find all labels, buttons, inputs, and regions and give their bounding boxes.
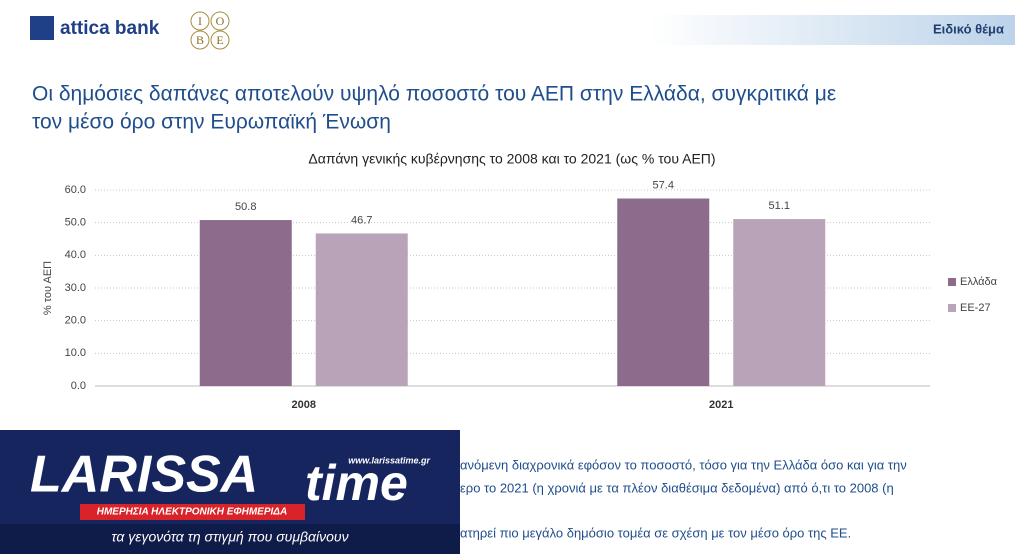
logo-letter: Ι [198,14,202,28]
chart-title: Δαπάνη γενικής κυβέρνησης το 2008 και το… [308,151,715,167]
y-axis-label: % του ΑΕΠ [42,261,54,315]
overlay-name: LARISSA [30,446,258,504]
body-text: ανόμενη διαχρονικά εφόσον το ποσοστό, τό… [460,457,907,472]
body-text: ερο το 2021 (η χρονιά με τα πλέον διαθέσ… [460,480,894,495]
bar [733,219,826,386]
data-label: 50.8 [235,201,256,213]
legend-swatch [948,278,956,286]
logo-circle [210,11,230,31]
data-label: 46.7 [351,214,372,226]
logo-circle [190,11,210,31]
bar [617,198,710,386]
y-tick-label: 50.0 [65,217,86,229]
overlay-band [80,504,305,520]
overlay-url: www.larissatime.gr [348,455,430,465]
body-text: ατηρεί πιο μεγάλο δημόσιο τομέα σε σχέση… [460,525,851,540]
bar [315,233,408,386]
overlay-subtitle: ΗΜΕΡΗΣΙΑ ΗΛΕΚΤΡΟΝΙΚΗ ΕΦΗΜΕΡΙΔΑ [97,507,287,518]
logo-circle [190,30,210,50]
y-tick-label: 0.0 [71,380,86,392]
overlay-strip [0,524,460,554]
logo-circle [210,30,230,50]
y-tick-label: 10.0 [65,347,86,359]
y-tick-label: 60.0 [65,184,86,196]
overlay-logo: LARISSA time www.larissatime.gr ΗΜΕΡΗΣΙΑ… [0,430,460,554]
section: Ειδικό θέμα [933,21,1004,36]
overlay-tagline: τα γεγονότα τη στιγμή που συμβαίνουν [111,529,348,545]
legend-label: Ελλάδα [960,276,998,288]
legend-swatch [948,304,956,312]
section-band [650,15,1015,45]
x-tick-label: 2008 [292,399,316,411]
y-tick-label: 40.0 [65,249,86,261]
plot: 0.0 10.0 20.0 30.0 40.0 50.0 60.0 2008 50.8 46.7 2… [65,179,998,411]
bar [199,220,292,386]
data-label: 51.1 [769,200,790,212]
logo-letter: Ε [216,33,223,47]
y-tick-label: 20.0 [65,315,86,327]
slide-title: τον μέσο όρο στην Ευρωπαϊκή Ένωση [32,111,391,134]
x-tick-label: 2021 [709,399,733,411]
logo-letter: Ο [216,14,225,28]
y-tick-label: 30.0 [65,282,86,294]
data-label: 57.4 [653,179,674,191]
brand: attica bank [60,18,160,39]
logo-letter: Β [196,33,204,47]
legend-label: ΕΕ-27 [960,302,991,314]
overlay-name: time [305,455,408,511]
brand-icon [30,16,54,40]
slide-title: Οι δημόσιες δαπάνες αποτελούν υψηλό ποσο… [32,83,836,106]
